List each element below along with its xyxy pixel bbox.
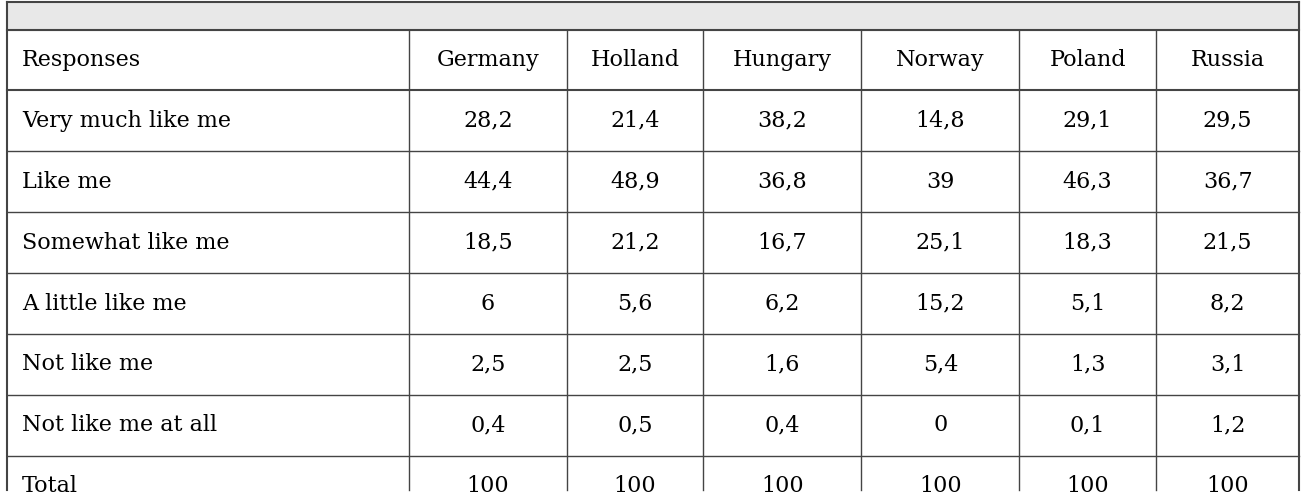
Text: 6: 6 bbox=[481, 293, 495, 314]
Text: 15,2: 15,2 bbox=[916, 293, 965, 314]
Text: 18,3: 18,3 bbox=[1063, 232, 1113, 253]
Text: Hungary: Hungary bbox=[733, 49, 832, 71]
Text: 0: 0 bbox=[934, 414, 947, 436]
Text: 6,2: 6,2 bbox=[764, 293, 801, 314]
Text: 39: 39 bbox=[926, 171, 955, 193]
Text: 29,5: 29,5 bbox=[1203, 110, 1252, 132]
Text: 29,1: 29,1 bbox=[1063, 110, 1113, 132]
Text: 3,1: 3,1 bbox=[1209, 353, 1246, 375]
Text: 0,4: 0,4 bbox=[764, 414, 801, 436]
Text: 18,5: 18,5 bbox=[464, 232, 512, 253]
Text: 2,5: 2,5 bbox=[470, 353, 505, 375]
Text: 1,6: 1,6 bbox=[764, 353, 801, 375]
Text: Not like me at all: Not like me at all bbox=[22, 414, 217, 436]
Text: 100: 100 bbox=[614, 475, 657, 492]
Text: 0,5: 0,5 bbox=[618, 414, 653, 436]
Text: 1,2: 1,2 bbox=[1209, 414, 1246, 436]
Text: 5,4: 5,4 bbox=[922, 353, 959, 375]
Text: 36,7: 36,7 bbox=[1203, 171, 1252, 193]
Text: 5,1: 5,1 bbox=[1070, 293, 1105, 314]
Text: 0,4: 0,4 bbox=[470, 414, 505, 436]
Text: 28,2: 28,2 bbox=[464, 110, 512, 132]
Text: 2,5: 2,5 bbox=[618, 353, 653, 375]
Text: Not like me: Not like me bbox=[22, 353, 153, 375]
Text: Germany: Germany bbox=[436, 49, 539, 71]
Text: Somewhat like me: Somewhat like me bbox=[22, 232, 230, 253]
Text: 25,1: 25,1 bbox=[916, 232, 965, 253]
Text: 38,2: 38,2 bbox=[757, 110, 807, 132]
Text: 100: 100 bbox=[761, 475, 803, 492]
Text: Responses: Responses bbox=[22, 49, 141, 71]
Text: 100: 100 bbox=[919, 475, 961, 492]
Text: 21,4: 21,4 bbox=[610, 110, 660, 132]
Text: Russia: Russia bbox=[1191, 49, 1264, 71]
Text: Very much like me: Very much like me bbox=[22, 110, 231, 132]
Text: 16,7: 16,7 bbox=[757, 232, 807, 253]
Text: 21,2: 21,2 bbox=[610, 232, 660, 253]
Text: 21,5: 21,5 bbox=[1203, 232, 1252, 253]
Text: 5,6: 5,6 bbox=[618, 293, 653, 314]
Text: Holland: Holland bbox=[590, 49, 679, 71]
Text: Like me: Like me bbox=[22, 171, 112, 193]
Text: 100: 100 bbox=[1066, 475, 1109, 492]
Text: Total: Total bbox=[22, 475, 78, 492]
Text: 44,4: 44,4 bbox=[464, 171, 512, 193]
Text: 0,1: 0,1 bbox=[1070, 414, 1105, 436]
Text: 46,3: 46,3 bbox=[1063, 171, 1113, 193]
Text: 100: 100 bbox=[1207, 475, 1249, 492]
Text: 14,8: 14,8 bbox=[916, 110, 965, 132]
Text: Poland: Poland bbox=[1049, 49, 1126, 71]
Text: 36,8: 36,8 bbox=[757, 171, 807, 193]
Text: 1,3: 1,3 bbox=[1070, 353, 1105, 375]
Text: 48,9: 48,9 bbox=[610, 171, 660, 193]
Text: 8,2: 8,2 bbox=[1209, 293, 1246, 314]
Text: Norway: Norway bbox=[896, 49, 985, 71]
Bar bbox=[7, 2, 1299, 30]
Text: 100: 100 bbox=[466, 475, 509, 492]
Text: A little like me: A little like me bbox=[22, 293, 187, 314]
